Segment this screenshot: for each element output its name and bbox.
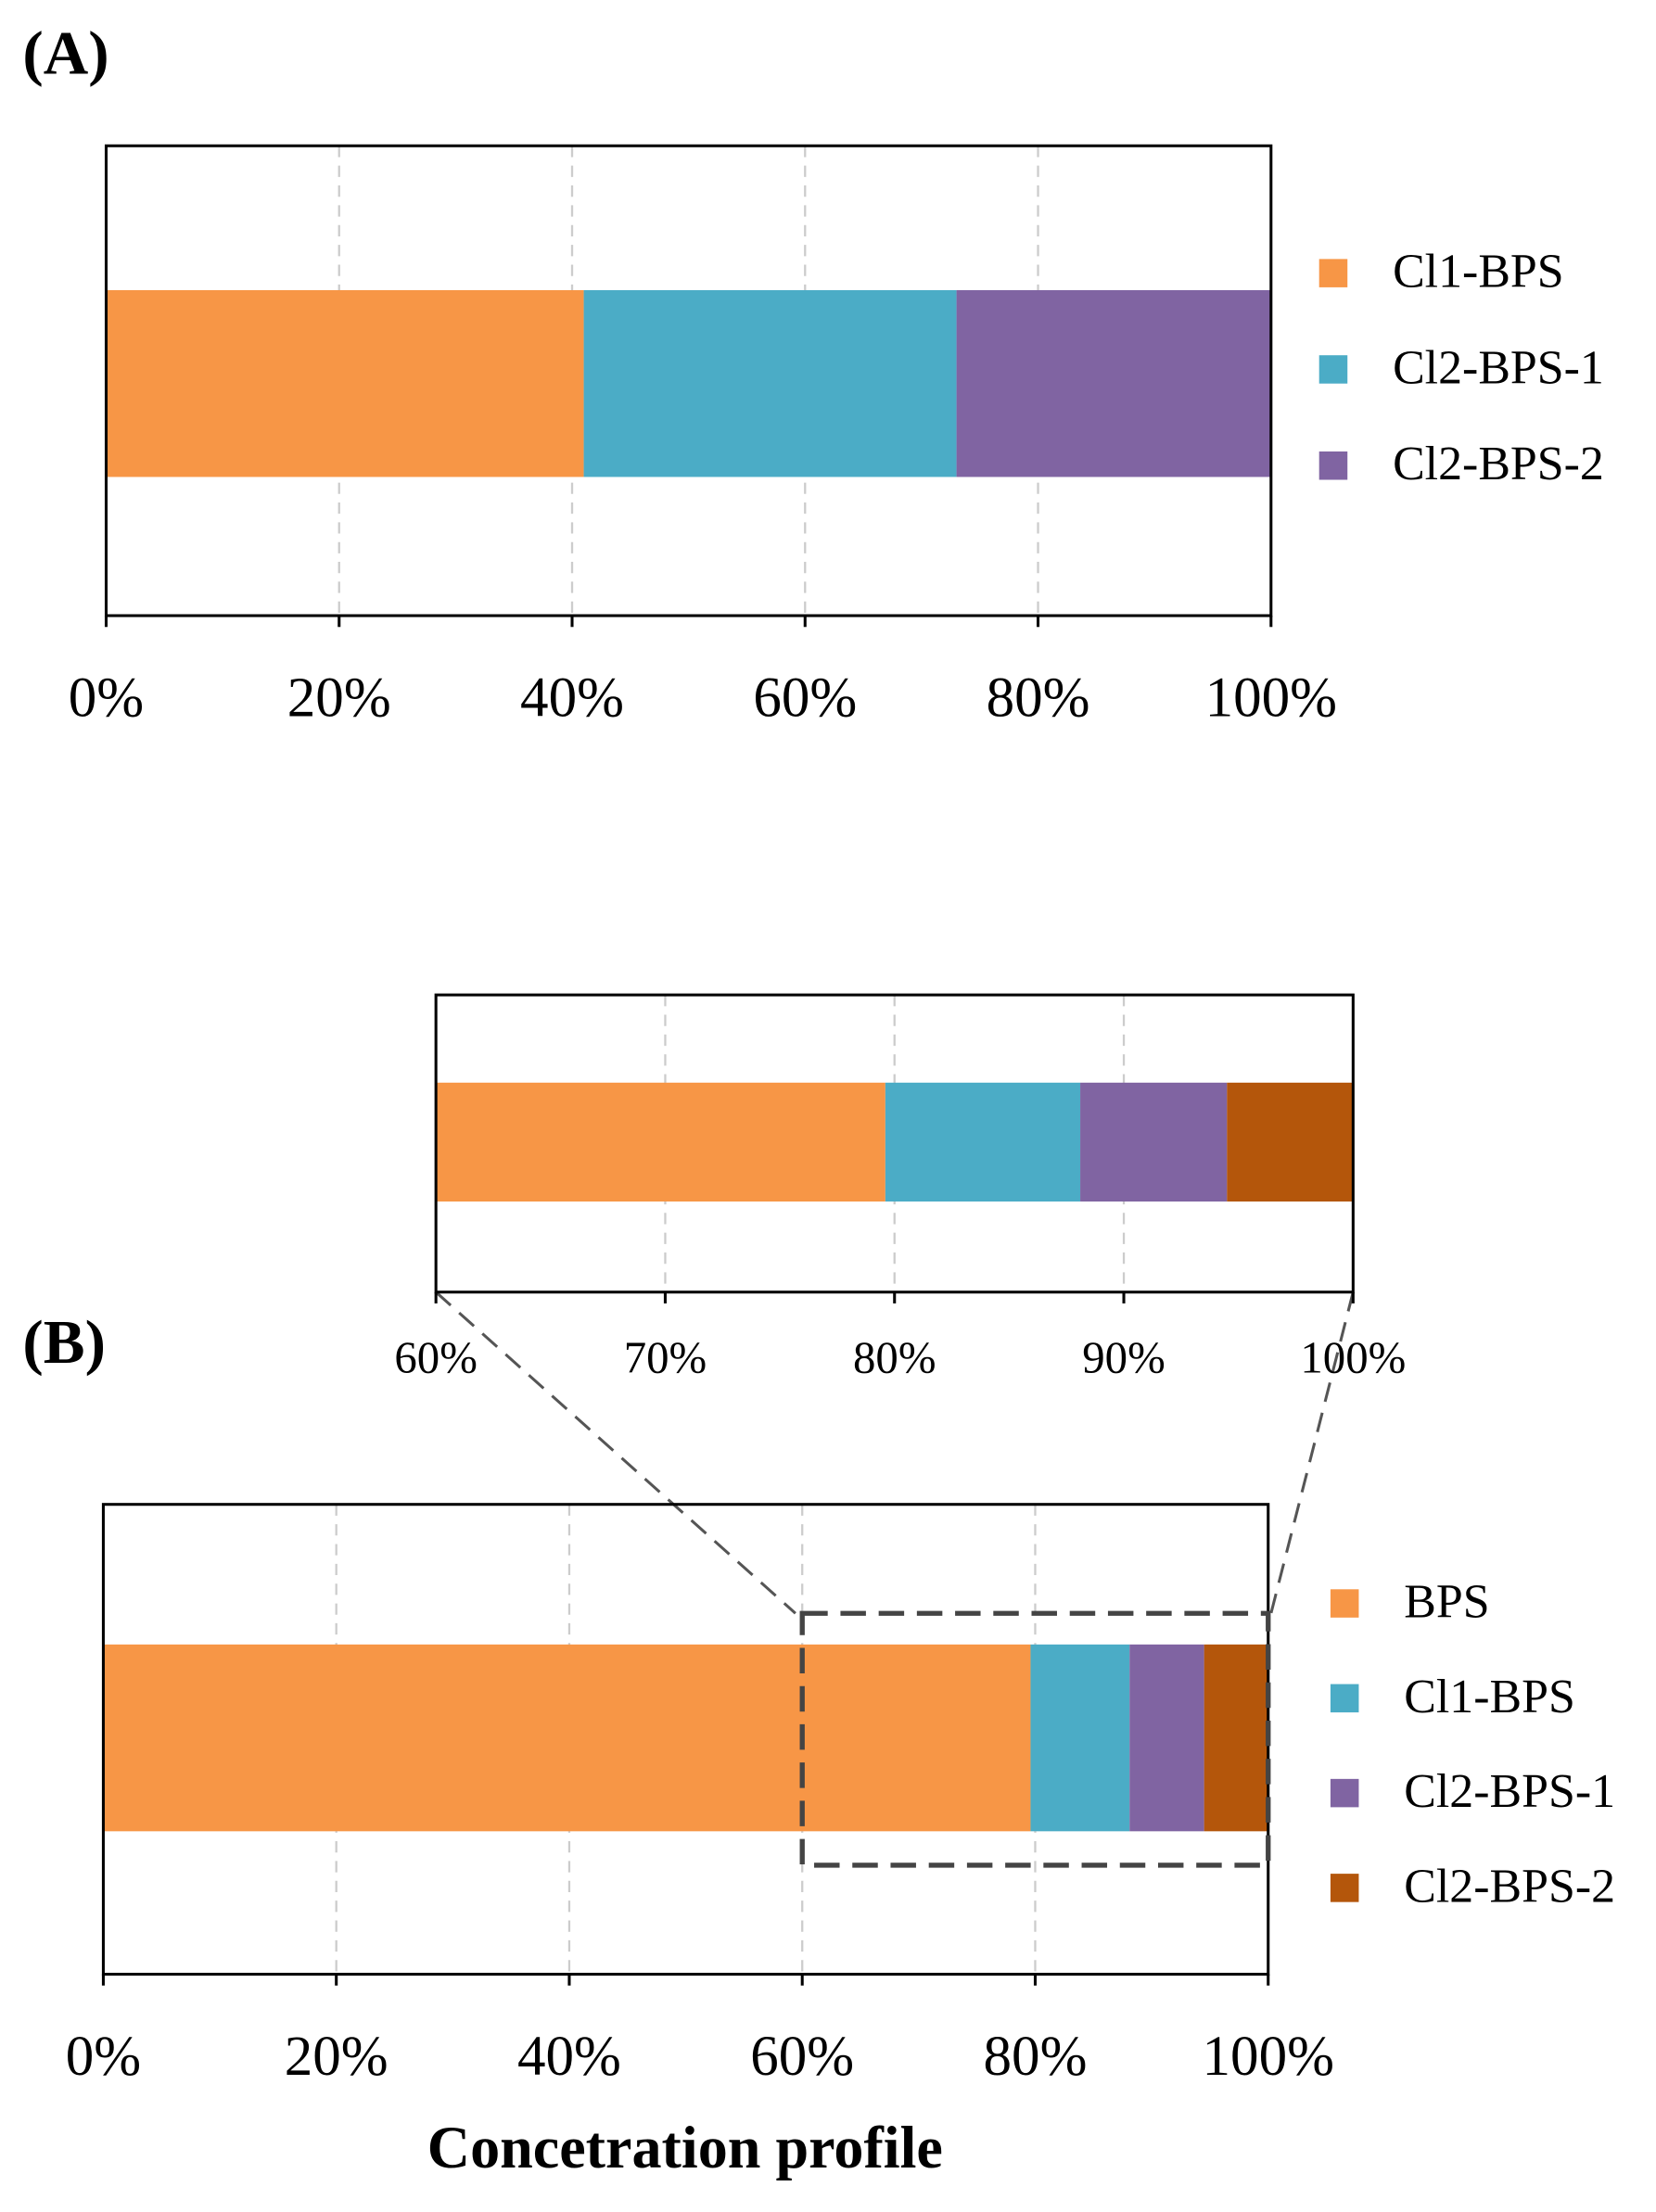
legend-swatch	[1330, 1684, 1359, 1713]
bar-segment	[1080, 1082, 1228, 1202]
x-tick-label: 100%	[1203, 2026, 1334, 2088]
x-tick-label: 40%	[517, 2026, 621, 2088]
x-tick-label: 60%	[394, 1332, 478, 1383]
legend-label: Cl2-BPS-2	[1404, 1860, 1615, 1913]
zoom-connector	[435, 1290, 796, 1615]
bar-segment	[1227, 1082, 1354, 1202]
bar-segment	[1204, 1644, 1268, 1832]
x-tick-label: 0%	[66, 2026, 141, 2088]
legend-swatch	[1330, 1874, 1359, 1902]
x-tick-label: 80%	[853, 1332, 936, 1383]
panel-label: (B)	[22, 1307, 106, 1377]
bar-segment	[1030, 1644, 1130, 1832]
legend-label: Cl1-BPS	[1404, 1671, 1575, 1723]
zoom-connector	[1269, 1291, 1355, 1614]
legend-label: Cl2-BPS-2	[1393, 438, 1604, 490]
bar-segment	[956, 289, 1271, 477]
x-tick-label: 0%	[69, 667, 144, 730]
x-tick-label: 20%	[285, 2026, 389, 2088]
x-tick-label: 90%	[1082, 1332, 1166, 1383]
zoom-region	[799, 1610, 1271, 1868]
bar-segment	[103, 1644, 1031, 1832]
legend-swatch	[1318, 451, 1348, 480]
bar-segment	[1129, 1644, 1204, 1832]
x-tick-label: 40%	[520, 667, 624, 730]
x-tick-label: 70%	[624, 1332, 707, 1383]
legend-swatch	[1318, 355, 1348, 384]
bar-segment	[885, 1082, 1081, 1202]
legend-swatch	[1330, 1778, 1359, 1808]
x-tick-label: 20%	[287, 667, 391, 730]
x-tick-label: 80%	[987, 667, 1090, 730]
x-tick-label: 60%	[750, 2026, 854, 2088]
legend-swatch	[1318, 259, 1348, 287]
bar-segment	[583, 289, 957, 477]
legend-label: Cl2-BPS-1	[1404, 1765, 1615, 1818]
x-tick-label: 100%	[1300, 1332, 1406, 1383]
legend-label: Cl2-BPS-1	[1393, 341, 1604, 394]
bar-segment	[106, 289, 584, 477]
x-tick-label: 80%	[984, 2026, 1088, 2088]
plot-frame	[434, 993, 1355, 1294]
legend-swatch	[1330, 1589, 1359, 1618]
x-tick-label: 60%	[753, 667, 857, 730]
x-axis-label: Concetration profile	[427, 2115, 943, 2180]
legend-label: Cl1-BPS	[1393, 246, 1564, 299]
bar-segment	[436, 1082, 885, 1202]
plot-frame	[104, 144, 1273, 617]
panel-label: (A)	[22, 19, 108, 88]
legend-label: BPS	[1404, 1576, 1489, 1629]
x-tick-label: 100%	[1205, 667, 1337, 730]
